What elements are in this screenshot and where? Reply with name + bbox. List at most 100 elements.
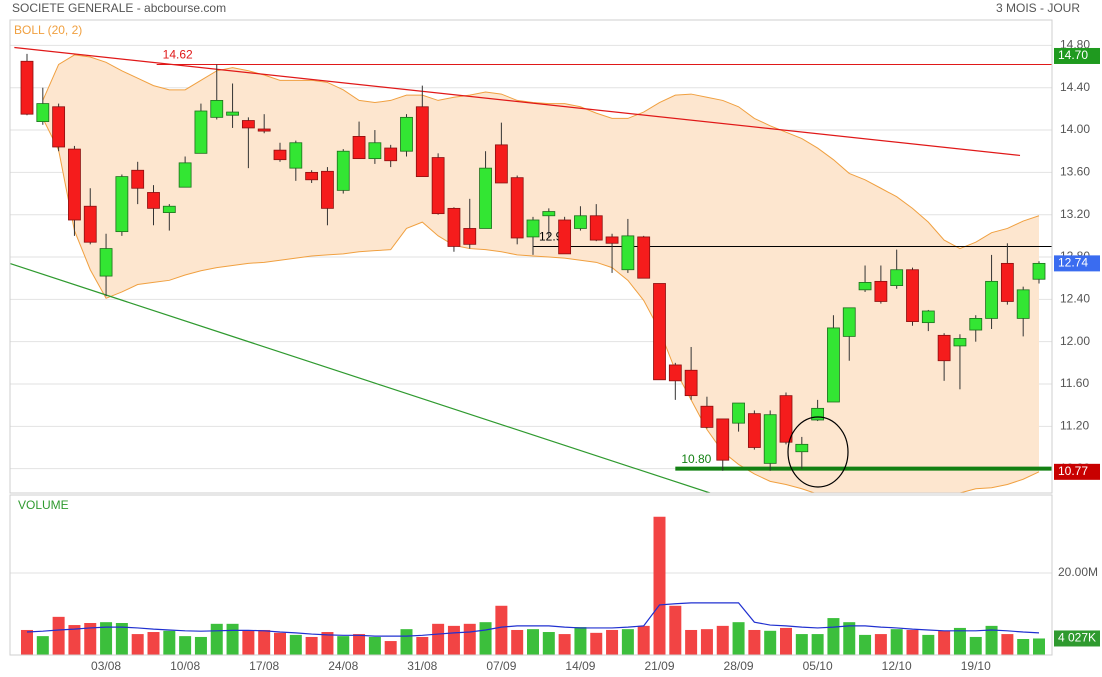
volume-bar	[748, 629, 761, 655]
volume-bar	[321, 632, 334, 655]
candle-body	[20, 60, 34, 115]
volume-bar	[1017, 639, 1030, 655]
candle-body	[431, 157, 445, 215]
volume-bar	[637, 625, 650, 655]
volume-bar	[669, 605, 682, 655]
candle-body	[194, 110, 208, 154]
x-tick-label: 12/10	[882, 659, 912, 673]
candle-body	[289, 142, 303, 169]
candle-body	[52, 106, 66, 148]
volume-bar	[447, 625, 460, 655]
volume-bar	[337, 636, 350, 655]
volume-bar	[938, 630, 951, 655]
y-tick-label: 13.20	[1060, 207, 1090, 221]
candle-body	[811, 407, 825, 421]
candle-body	[985, 280, 998, 319]
x-tick-label: 10/08	[170, 659, 200, 673]
candle-body	[494, 144, 508, 184]
volume-bar	[179, 636, 192, 655]
candle-body	[621, 235, 635, 271]
volume-bar	[859, 634, 872, 655]
volume-bar	[700, 629, 713, 655]
volume-bar	[463, 623, 476, 655]
volume-bar	[780, 627, 792, 655]
x-tick-label: 28/09	[724, 659, 754, 673]
x-tick-label: 07/09	[486, 659, 516, 673]
candle-body	[321, 170, 334, 209]
volume-title: VOLUME	[18, 498, 69, 512]
candle-body	[827, 327, 840, 403]
candle-body	[858, 282, 872, 291]
volume-frame	[9, 494, 1053, 656]
x-tick-label: 19/10	[961, 659, 991, 673]
candle-body	[574, 215, 587, 229]
candle-body	[732, 402, 745, 424]
volume-bar	[210, 623, 223, 655]
candle-body	[1032, 262, 1046, 280]
volume-bar	[1033, 638, 1045, 655]
candle-body	[115, 176, 129, 233]
trend-line	[14, 46, 1021, 157]
candle-body	[953, 338, 967, 347]
candle-body	[684, 369, 698, 397]
candle-body	[99, 248, 113, 277]
candle-body	[747, 413, 761, 448]
candle-body	[336, 150, 350, 191]
volume-bar	[542, 632, 555, 655]
x-tick-label: 31/08	[407, 659, 437, 673]
candle-body	[779, 395, 793, 443]
price-panel: 10.8011.2011.6012.0012.4012.8013.2013.60…	[10, 38, 1100, 493]
candle-body	[463, 228, 477, 245]
candle-body	[605, 236, 619, 244]
volume-bar	[827, 618, 840, 655]
band-lower	[42, 118, 1040, 493]
candle-body	[937, 334, 951, 362]
volume-bar	[890, 629, 903, 655]
volume-bar	[163, 630, 176, 655]
volume-bar	[21, 629, 33, 655]
candle-body	[589, 215, 603, 241]
candle-body	[874, 280, 888, 302]
candle-body	[178, 162, 192, 188]
volume-tag-box	[1054, 630, 1100, 647]
candle-body	[763, 414, 777, 464]
price-tag: 14.70	[1058, 48, 1088, 62]
candle-body	[131, 169, 145, 189]
volume-bar	[147, 632, 160, 655]
volume-bar	[574, 627, 587, 655]
y-tick-label: 13.60	[1060, 165, 1090, 179]
candle-body	[637, 236, 651, 279]
indicator-label: BOLL (20, 2)	[14, 23, 82, 37]
x-tick-label: 21/09	[644, 659, 674, 673]
volume-bar	[716, 625, 729, 655]
candle-body	[162, 205, 176, 213]
candle-body	[257, 128, 271, 132]
volume-bar	[606, 629, 619, 655]
candle-body	[83, 205, 97, 243]
price-tag-box	[1054, 47, 1100, 64]
volume-bar	[384, 641, 397, 655]
volume-bar	[527, 629, 539, 655]
volume-bar	[432, 623, 445, 655]
candle-body	[147, 192, 160, 209]
volume-bar	[495, 605, 508, 655]
volume-bar	[685, 629, 698, 655]
candle-body	[890, 269, 904, 286]
volume-bar	[795, 634, 808, 655]
x-tick-label: 03/08	[91, 659, 121, 673]
volume-bar	[479, 622, 492, 655]
volume-bar	[590, 632, 603, 655]
last-price-tag-box	[1054, 255, 1100, 272]
trend-line	[10, 262, 711, 493]
volume-bar	[400, 629, 413, 655]
volume-bar	[258, 629, 271, 655]
x-tick-label: 14/09	[565, 659, 595, 673]
band-tag: 10.77	[1058, 464, 1088, 478]
candle-body	[273, 149, 287, 161]
y-tick-label: 12.40	[1060, 292, 1090, 306]
volume-bar	[305, 636, 318, 655]
candle-body	[384, 147, 398, 162]
candle-body	[352, 135, 366, 160]
y-tick-label: 11.60	[1060, 376, 1089, 390]
